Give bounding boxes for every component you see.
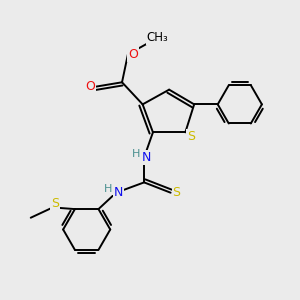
Text: CH₃: CH₃	[146, 31, 168, 44]
Text: S: S	[187, 130, 195, 143]
Text: N: N	[142, 151, 151, 164]
Text: H: H	[132, 149, 140, 159]
Text: S: S	[172, 186, 181, 199]
Text: O: O	[85, 80, 95, 93]
Text: N: N	[114, 186, 123, 199]
Text: O: O	[128, 48, 138, 61]
Text: S: S	[51, 197, 59, 210]
Text: H: H	[104, 184, 112, 194]
